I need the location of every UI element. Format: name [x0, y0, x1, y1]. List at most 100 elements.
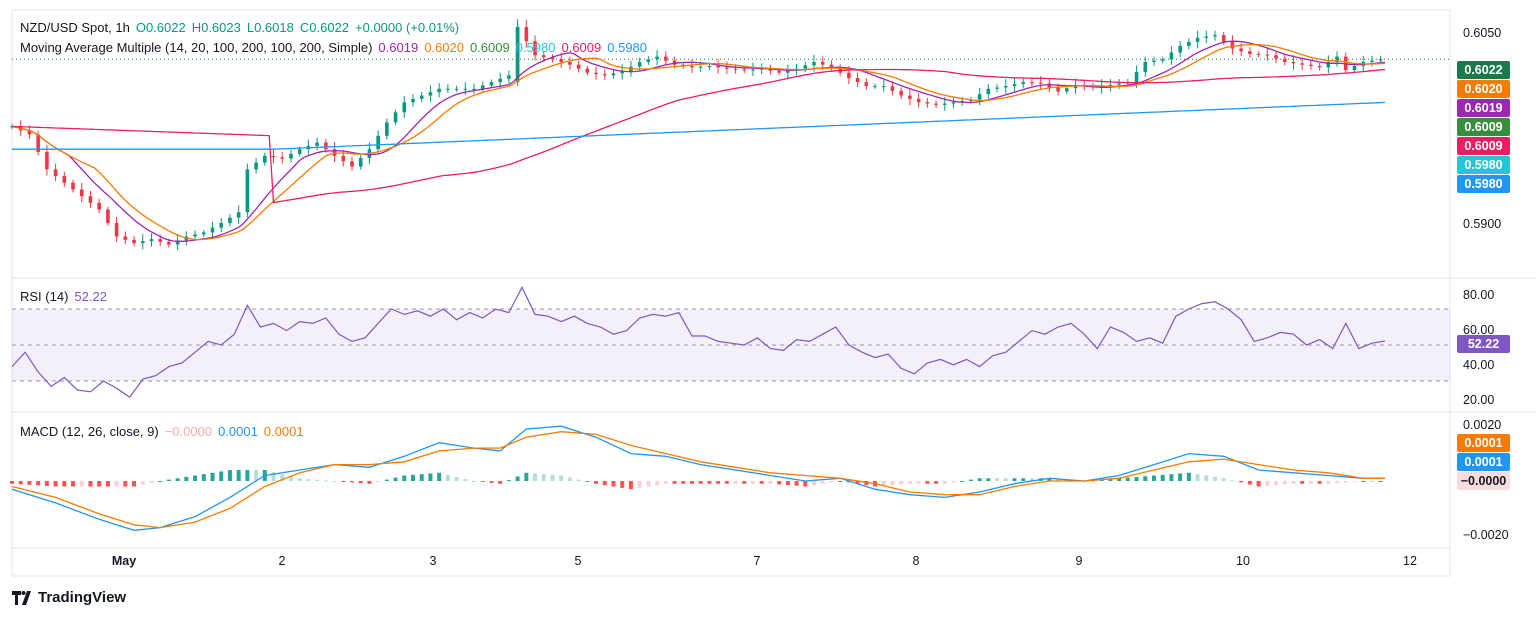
candle-body — [533, 41, 537, 56]
macd-hist-bar — [288, 476, 293, 481]
candle-body — [690, 66, 694, 68]
macd-hist-bar — [1021, 478, 1026, 481]
x-label: 3 — [429, 554, 437, 568]
macd-hist-bar — [864, 481, 869, 486]
candle-body — [716, 66, 720, 68]
candle-body — [1108, 84, 1113, 87]
macd-hist-bar — [1274, 481, 1279, 486]
candle-body — [1152, 60, 1156, 62]
macd-hist-bar — [166, 479, 171, 481]
macd-legend-label[interactable]: MACD (12, 26, close, 9) — [20, 424, 159, 439]
macd-hist-bar — [559, 475, 564, 481]
macd-hist-bar — [759, 481, 764, 484]
candle-body — [1038, 82, 1043, 84]
x-label: 10 — [1236, 554, 1250, 568]
macd-hist-bar — [367, 481, 372, 484]
candle-body — [1265, 54, 1270, 56]
macd-hist-bar — [576, 479, 581, 481]
x-label: 7 — [753, 554, 761, 568]
candle-body — [175, 240, 180, 245]
candle-body — [385, 122, 389, 136]
candle-body — [1300, 63, 1304, 65]
macd-hist-bar — [454, 476, 459, 481]
candle-body — [1169, 52, 1174, 60]
macd-hist-bar — [829, 481, 834, 483]
macd-hist-bar — [1352, 481, 1357, 482]
candle-body — [759, 68, 764, 70]
candle-body — [1195, 37, 1200, 42]
candle-body — [324, 142, 328, 150]
candle-body — [350, 161, 354, 167]
macd-hist-bar — [1125, 477, 1130, 481]
macd-hist-bar — [384, 479, 389, 481]
macd-hist-bar — [236, 470, 241, 481]
signal-line — [11, 431, 1385, 529]
macd-hist-bar — [1369, 481, 1374, 482]
candle-body — [646, 59, 651, 62]
brand-label: TradingView — [38, 589, 127, 606]
macd-hist-bar — [71, 481, 76, 487]
macd-hist-bar — [733, 481, 738, 484]
macd-hist-bar — [472, 481, 477, 482]
candle-body — [1370, 60, 1374, 62]
candle-body — [219, 223, 224, 228]
macd-hist-bar — [358, 481, 363, 484]
macd-hist-bar — [916, 481, 921, 484]
ohlc-open: O0.6022 — [135, 20, 186, 35]
candle-body — [411, 98, 415, 103]
price-legend: NZD/USD Spot, 1h O0.6022 H0.6023 L0.6018… — [20, 20, 459, 35]
macd-legend-hist: −0.0000 — [164, 424, 213, 439]
candle-body — [1021, 82, 1026, 85]
macd-hist-bar — [1265, 481, 1270, 486]
candle-body — [1352, 66, 1357, 71]
macd-hist-bar — [219, 471, 224, 481]
candle-body — [53, 169, 58, 177]
ma14-line — [11, 40, 1386, 242]
candle-body — [1274, 55, 1278, 59]
candle-body — [951, 102, 956, 104]
macd-hist-bar — [1143, 476, 1148, 481]
macd-hist-bar — [1108, 478, 1113, 481]
macd-hist-bar — [541, 474, 546, 481]
macd-hist-bar — [480, 481, 485, 482]
price-pill-ma200b: 0.5980 — [1457, 175, 1510, 193]
macd-tick: 0.0020 — [1463, 418, 1502, 432]
rsi-legend-label[interactable]: RSI (14) — [20, 289, 69, 304]
ma-legend-label[interactable]: Moving Average Multiple (14, 20, 100, 20… — [20, 40, 373, 55]
macd-hist-bar — [210, 472, 215, 481]
macd-hist-bar — [1047, 478, 1052, 481]
macd-hist-bar — [899, 481, 904, 485]
ohlc-close: C0.6022 — [299, 20, 350, 35]
macd-hist-bar — [1300, 481, 1305, 484]
macd-tick: −0.0020 — [1463, 528, 1509, 542]
candle-body — [995, 87, 999, 89]
candle-body — [698, 66, 703, 68]
macd-hist-bar — [489, 481, 494, 483]
tradingview-brand[interactable]: TradingView — [12, 589, 126, 606]
candle-body — [1309, 64, 1313, 66]
macd-hist-bar — [271, 472, 276, 481]
macd-hist-bar — [1160, 474, 1165, 481]
macd-hist-bar — [698, 481, 703, 484]
candle-body — [1230, 41, 1235, 49]
macd-hist-bar — [977, 478, 982, 481]
x-label: 2 — [278, 554, 286, 568]
candle-body — [1317, 66, 1322, 68]
candle-body — [1047, 83, 1052, 88]
candle-body — [1282, 58, 1287, 62]
candle-body — [942, 103, 947, 105]
candle-body — [201, 232, 206, 235]
x-label: 12 — [1403, 554, 1417, 568]
x-label: May — [111, 554, 137, 568]
candle-body — [1326, 61, 1331, 68]
candle-body — [568, 61, 572, 65]
candle-body — [620, 71, 625, 74]
macd-hist-bar — [716, 481, 721, 484]
candle-body — [88, 196, 93, 203]
candle-body — [585, 68, 590, 73]
symbol-label[interactable]: NZD/USD Spot, 1h — [20, 20, 130, 35]
candle-body — [934, 103, 938, 105]
candle-body — [45, 151, 49, 170]
macd-hist-bar — [951, 481, 956, 483]
macd-hist-bar — [227, 470, 232, 481]
